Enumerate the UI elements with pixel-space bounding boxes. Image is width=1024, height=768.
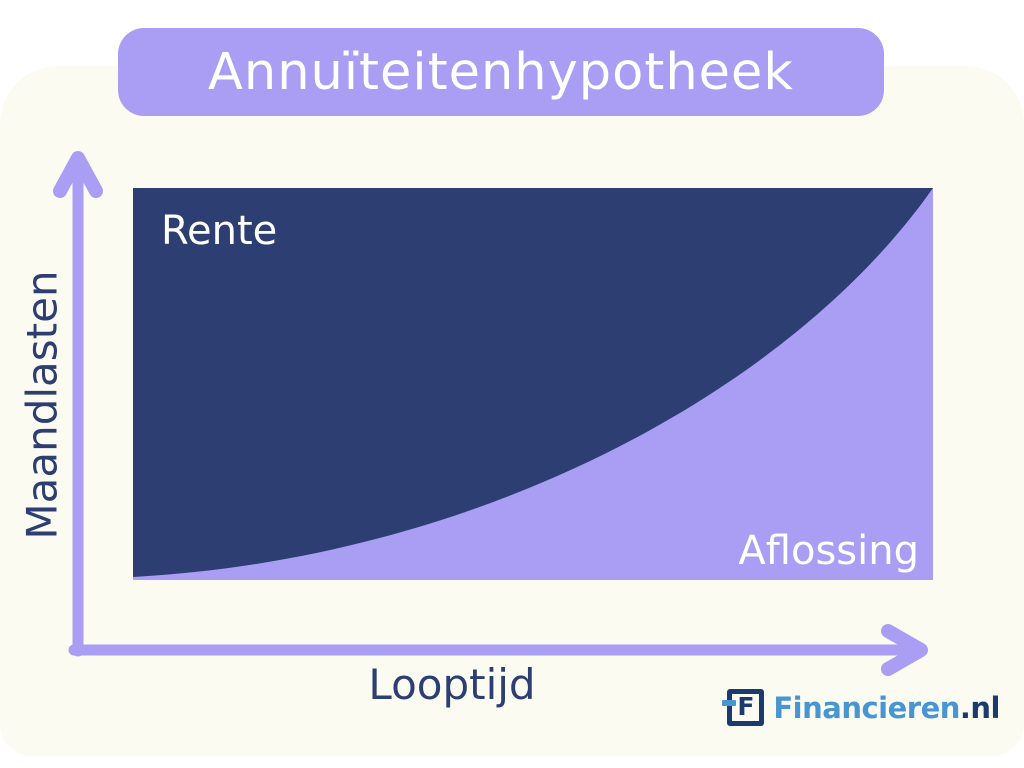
logo-dash-icon bbox=[722, 700, 737, 706]
y-axis-label: Maandlasten bbox=[17, 270, 67, 540]
logo-name: Financieren bbox=[773, 690, 960, 725]
x-axis-label: Looptijd bbox=[368, 660, 536, 709]
logo-tld: .nl bbox=[959, 690, 1001, 725]
aflossing-area-shape bbox=[133, 188, 933, 580]
title-badge: Annuïteitenhypotheek bbox=[118, 28, 884, 116]
aflossing-area-path bbox=[133, 188, 933, 580]
financieren-logo: F Financieren.nl bbox=[722, 689, 1001, 726]
logo-text: Financieren.nl bbox=[773, 691, 1000, 725]
aflossing-series-label: Aflossing bbox=[738, 528, 919, 574]
financieren-logo-icon: F bbox=[722, 689, 765, 726]
plot-area: Rente Aflossing bbox=[133, 188, 933, 580]
page-title: Annuïteitenhypotheek bbox=[208, 42, 794, 102]
rente-series-label: Rente bbox=[161, 208, 278, 254]
logo-f-letter: F bbox=[737, 692, 755, 721]
